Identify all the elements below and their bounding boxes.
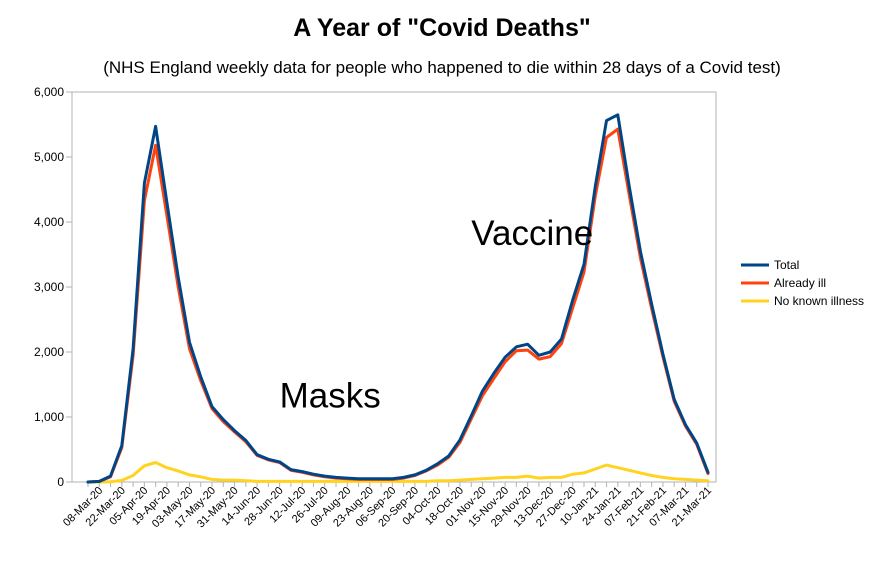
annotation-masks: Masks [280,376,381,415]
annotation-vaccine: Vaccine [471,214,593,253]
chart-title: A Year of "Covid Deaths" [293,14,591,42]
y-tick-label: 2,000 [34,345,64,359]
legend-label: Total [774,258,799,272]
legend-item-already-ill: Already ill [741,276,826,290]
legend-label: No known illness [774,294,864,308]
y-tick-label: 0 [57,475,64,489]
legend: Total Already ill No known illness [741,258,864,308]
series-line-already-ill [86,127,710,484]
y-tick-label: 4,000 [34,215,64,229]
series-line-total [86,113,710,484]
y-tick-label: 1,000 [34,410,64,424]
annotations: Masks Vaccine [280,214,594,416]
legend-item-total: Total [741,258,799,272]
legend-label: Already ill [774,276,826,290]
legend-item-no-known-illness: No known illness [741,294,864,308]
series-line-no-known-illness [86,461,710,484]
y-axis: 0 1,000 2,000 3,000 4,000 5,000 6,000 [34,85,72,489]
y-tick-label: 6,000 [34,85,64,99]
plot-frame [71,91,717,483]
x-axis: 08-Mar-2022-Mar-2005-Apr-2019-Apr-2003-M… [61,482,714,530]
series-layer [86,113,710,484]
y-tick-label: 5,000 [34,150,64,164]
y-tick-label: 3,000 [34,280,64,294]
plot-area [71,91,717,483]
chart-subtitle: (NHS England weekly data for people who … [103,58,781,77]
